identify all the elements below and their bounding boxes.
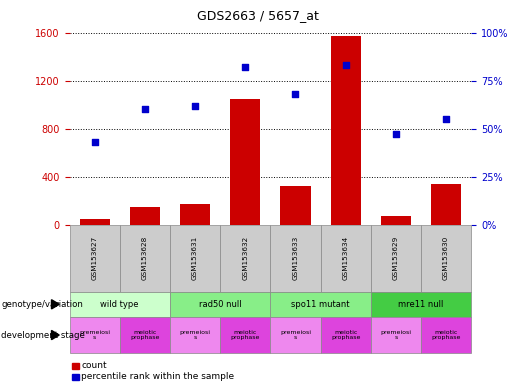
Text: premeiosi
s: premeiosi s <box>180 329 211 341</box>
Point <box>392 131 400 137</box>
Text: percentile rank within the sample: percentile rank within the sample <box>81 372 234 381</box>
Text: premeiosi
s: premeiosi s <box>381 329 411 341</box>
Text: meiotic
prophase: meiotic prophase <box>331 329 360 341</box>
Bar <box>331 36 361 225</box>
Point <box>191 103 199 109</box>
Text: GSM153629: GSM153629 <box>393 236 399 280</box>
Text: GDS2663 / 5657_at: GDS2663 / 5657_at <box>197 9 318 22</box>
Text: premeiosi
s: premeiosi s <box>280 329 311 341</box>
Point <box>241 64 249 70</box>
Text: spo11 mutant: spo11 mutant <box>291 300 350 309</box>
Bar <box>180 204 210 225</box>
Text: GSM153632: GSM153632 <box>242 236 248 280</box>
Bar <box>79 218 110 225</box>
Text: genotype/variation: genotype/variation <box>1 300 83 309</box>
Bar <box>230 99 261 225</box>
Text: premeiosi
s: premeiosi s <box>79 329 110 341</box>
Text: GSM153631: GSM153631 <box>192 236 198 280</box>
Point <box>141 106 149 113</box>
Bar <box>381 216 411 225</box>
Text: GSM153630: GSM153630 <box>443 236 449 280</box>
Bar <box>130 207 160 225</box>
Text: GSM153627: GSM153627 <box>92 236 98 280</box>
Text: GSM153634: GSM153634 <box>342 236 349 280</box>
Point <box>341 62 350 68</box>
Bar <box>280 186 311 225</box>
Text: development stage: development stage <box>1 331 85 339</box>
Text: meiotic
prophase: meiotic prophase <box>231 329 260 341</box>
Text: count: count <box>81 361 107 371</box>
Text: wild type: wild type <box>100 300 139 309</box>
Point <box>291 91 300 97</box>
Point <box>91 139 99 145</box>
Text: meiotic
prophase: meiotic prophase <box>432 329 461 341</box>
Bar <box>431 184 461 225</box>
Text: meiotic
prophase: meiotic prophase <box>130 329 160 341</box>
Text: mre11 null: mre11 null <box>398 300 444 309</box>
Text: GSM153628: GSM153628 <box>142 236 148 280</box>
Text: rad50 null: rad50 null <box>199 300 242 309</box>
Point <box>442 116 450 122</box>
Text: GSM153633: GSM153633 <box>293 236 299 280</box>
